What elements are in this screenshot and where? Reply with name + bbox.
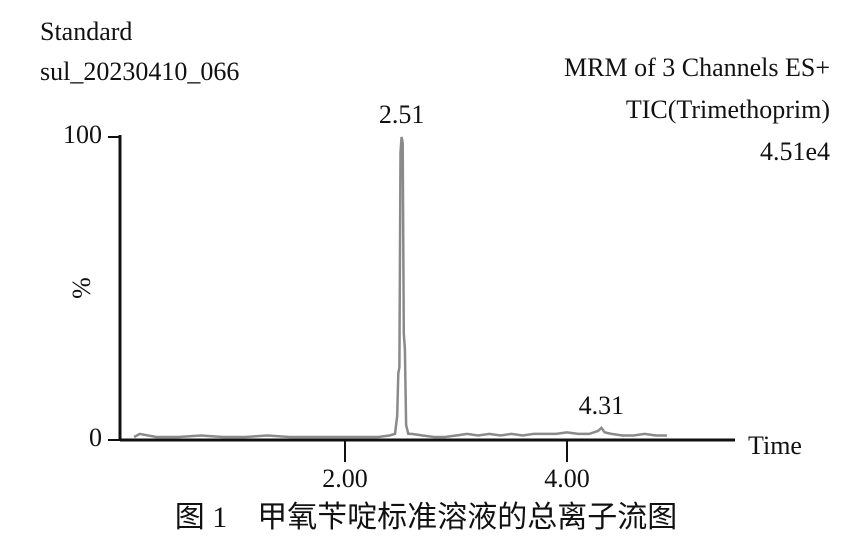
peak-label: 2.51 <box>379 100 425 129</box>
x-tick-label: 2.00 <box>322 464 368 493</box>
y-axis-label: % <box>67 277 96 299</box>
trace <box>133 136 667 439</box>
peak-label: 4.31 <box>579 391 625 420</box>
x-tick-label: 4.00 <box>544 464 590 493</box>
annotation: TIC(Trimethoprim) <box>626 95 830 124</box>
chart-title: Standard <box>40 17 132 46</box>
x-axis-label: Time <box>748 431 802 460</box>
y-tick-label: 100 <box>63 120 102 149</box>
annotation: MRM of 3 Channels ES+ <box>564 53 830 82</box>
annotation: 4.51e4 <box>760 137 830 166</box>
chart-subtitle: sul_20230410_066 <box>40 57 239 86</box>
y-tick-label: 0 <box>89 423 102 452</box>
caption: 图 1 甲氧苄啶标准溶液的总离子流图 <box>175 501 678 534</box>
